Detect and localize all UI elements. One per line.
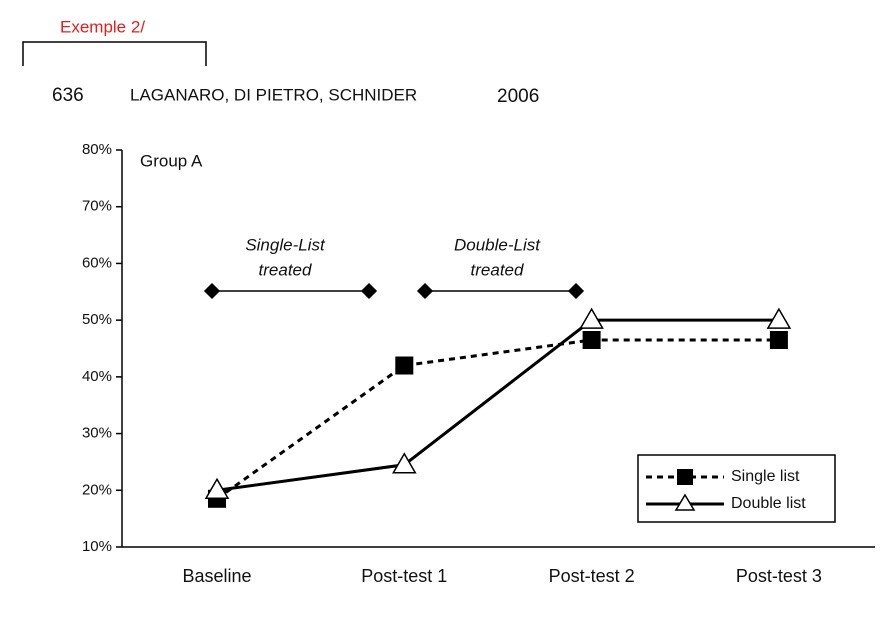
treatment-periods — [203, 282, 585, 300]
y-tick-label: 70% — [82, 198, 112, 215]
data-point — [204, 477, 230, 500]
note: Exemple 2/ — [60, 17, 145, 36]
legend-marker — [677, 469, 693, 485]
y-tick-label: 40% — [82, 368, 112, 385]
y-tick-label: 60% — [82, 254, 112, 271]
y-tick-label: 50% — [82, 311, 112, 328]
group-label: Group A — [140, 151, 203, 170]
annotation: treated — [259, 260, 312, 279]
data-point — [769, 330, 788, 349]
legend-marker — [674, 493, 696, 511]
data-point — [391, 452, 417, 474]
annotation: treated — [471, 260, 524, 279]
x-tick-label: Post-test 2 — [549, 566, 635, 586]
annotation: Double-List — [454, 235, 541, 254]
legend-label: Double list — [731, 495, 806, 512]
data-point — [579, 307, 604, 329]
data-point — [395, 356, 414, 375]
x-tick-label: Post-test 3 — [736, 566, 822, 586]
data-point — [582, 330, 601, 349]
series-line — [216, 318, 779, 492]
legend-box — [637, 454, 836, 523]
legend-label: Single list — [731, 468, 800, 485]
x-tick-label: Post-test 1 — [361, 566, 447, 586]
series-line — [216, 338, 779, 501]
page-number: 636 — [52, 85, 84, 106]
data-point — [766, 307, 792, 329]
year: 2006 — [497, 86, 539, 107]
authors: LAGANARO, DI PIETRO, SCHNIDER — [130, 85, 417, 104]
y-tick-label: 10% — [82, 538, 112, 555]
y-tick-label: 30% — [82, 425, 112, 442]
y-tick-label: 80% — [82, 141, 112, 158]
annotation: Single-List — [245, 235, 326, 254]
bracket — [22, 41, 207, 66]
y-tick-label: 20% — [82, 481, 112, 498]
x-tick-label: Baseline — [182, 566, 251, 586]
